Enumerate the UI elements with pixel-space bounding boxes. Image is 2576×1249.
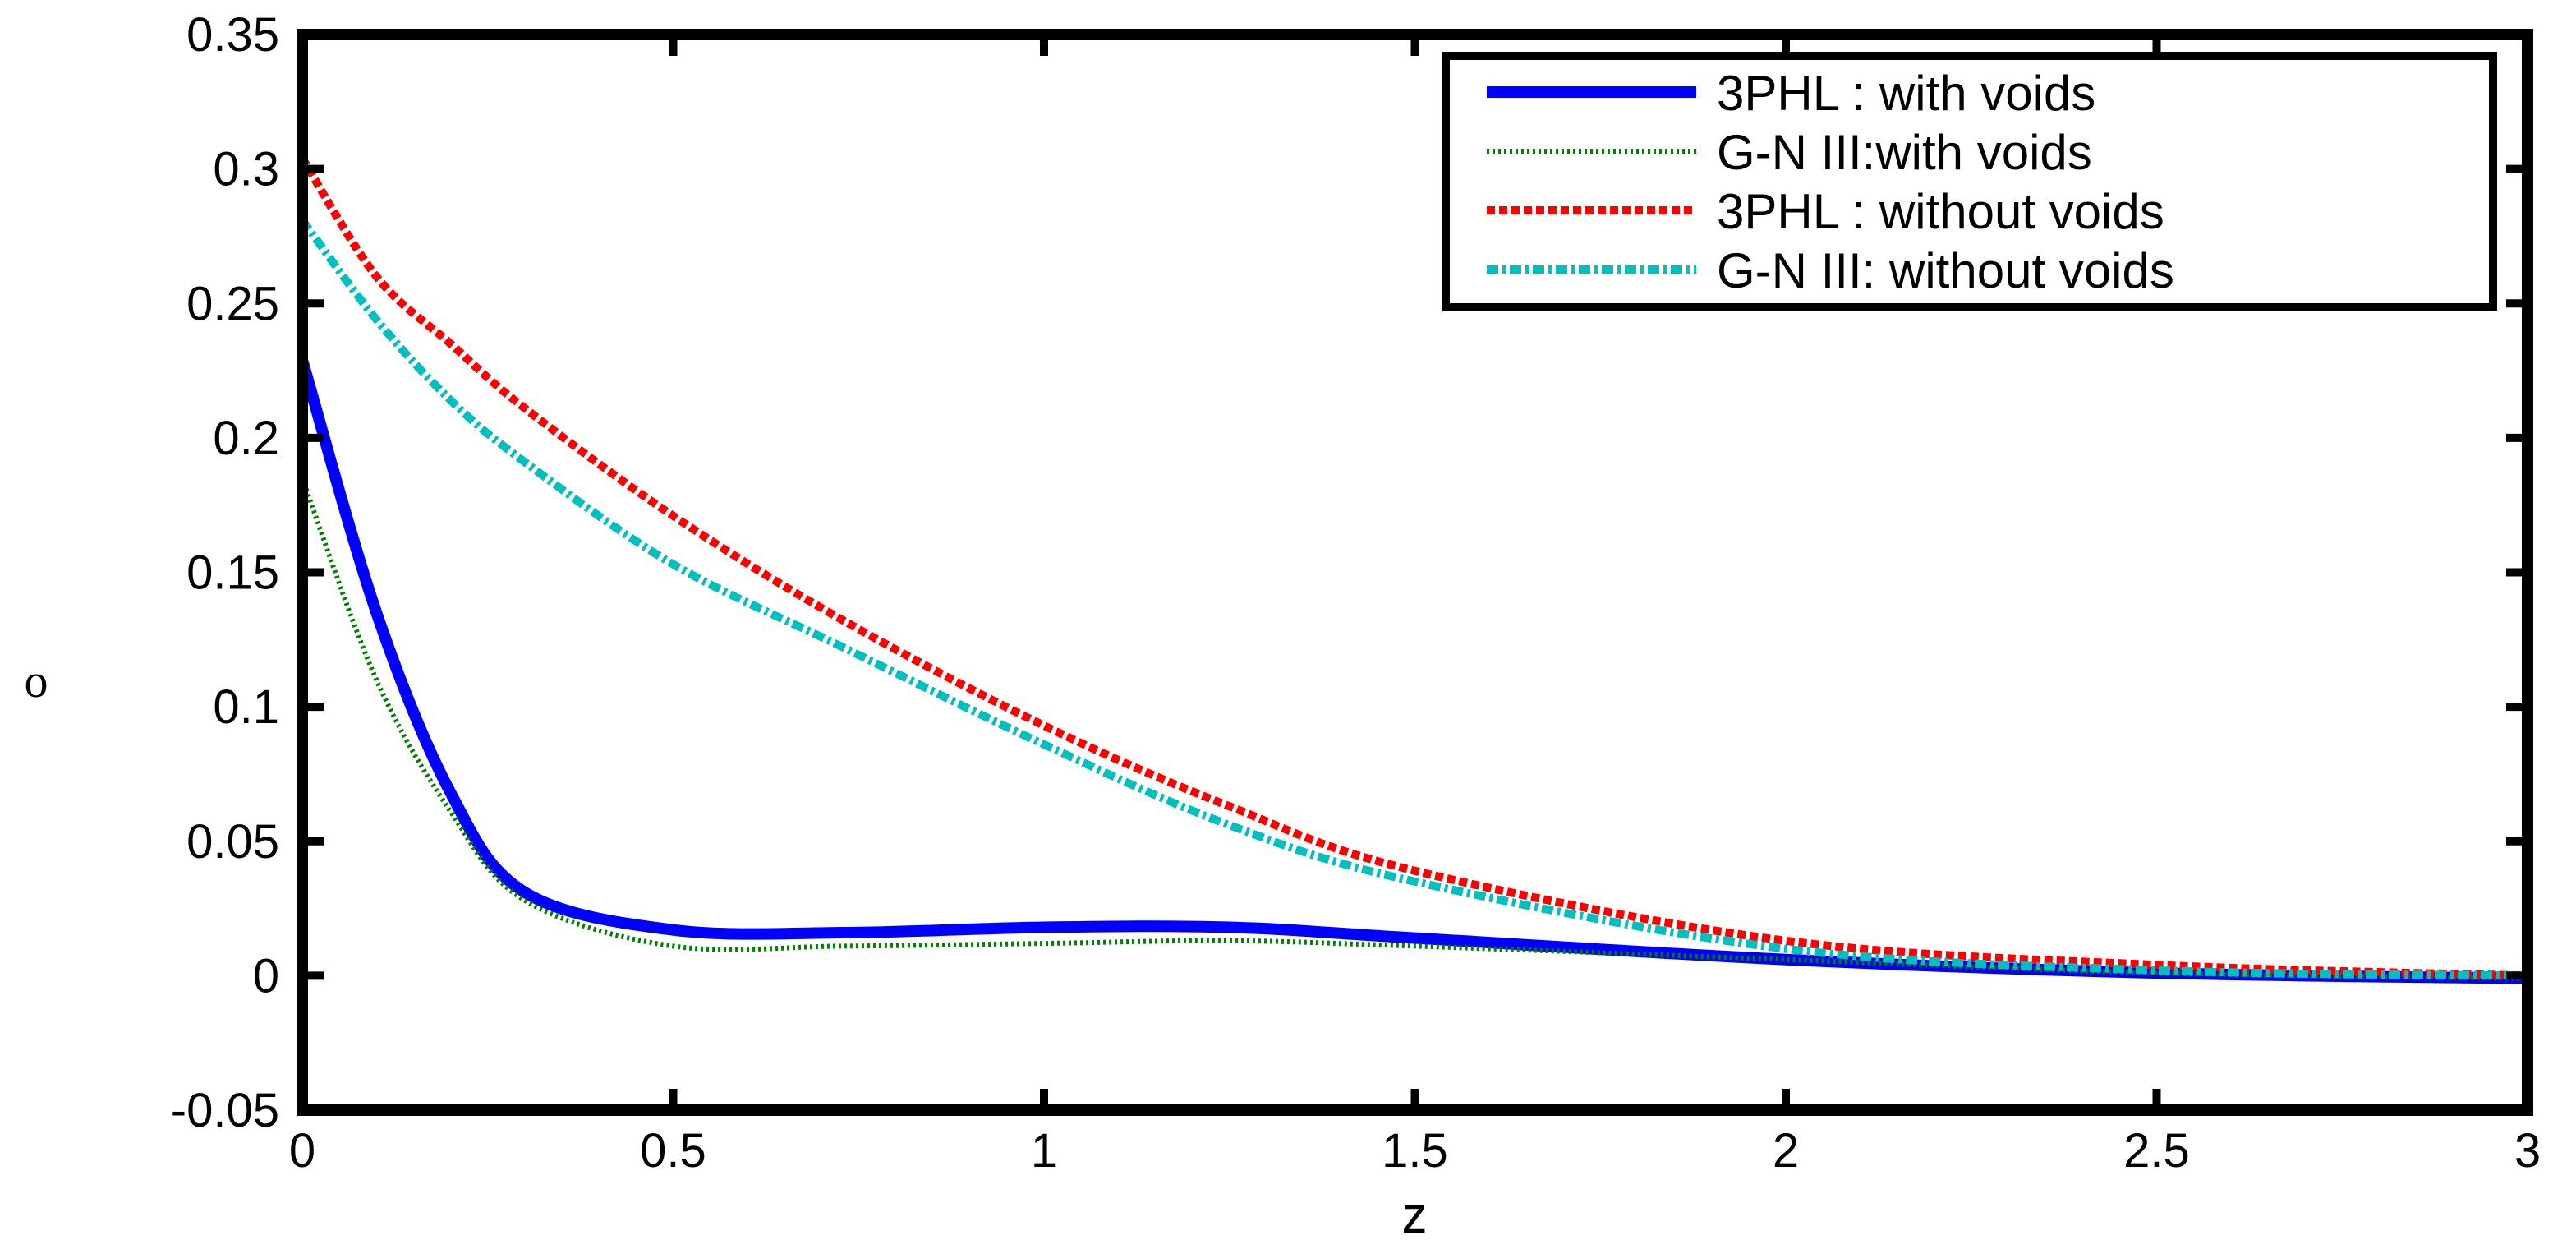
x-tick-label: 1	[1031, 1124, 1057, 1178]
x-tick-label: 2	[1773, 1124, 1799, 1178]
x-tick-label: 0	[289, 1124, 315, 1178]
y-tick-label: 0.25	[186, 277, 279, 330]
legend-item: 3PHL : without voids	[1487, 184, 2164, 239]
x-tick-label: 3	[2514, 1124, 2541, 1178]
series-line-2	[298, 155, 2528, 980]
legend-label: G-N III:with voids	[1717, 125, 2092, 180]
legend-label: 3PHL : with voids	[1717, 66, 2095, 121]
y-tick-labels: -0.05 0 0.05 0.1 0.15 0.2 0.25 0.3 0.35	[171, 8, 279, 1137]
legend-label: G-N III: without voids	[1717, 243, 2174, 298]
legend-label: 3PHL : without voids	[1717, 184, 2164, 239]
x-tick-label: 1.5	[1382, 1124, 1448, 1178]
y-tick-label: 0	[253, 949, 279, 1002]
y-tick-label: 0.1	[213, 680, 279, 734]
y-tick-label: 0.3	[213, 143, 279, 196]
y-tick-label: 0.15	[186, 546, 279, 600]
y-tick-label: 0.05	[186, 815, 279, 869]
legend-item: G-N III:with voids	[1487, 125, 2092, 180]
y-axis-label: o	[25, 654, 48, 707]
x-tick-labels: 0 0.5 1 1.5 2 2.5 3	[289, 1124, 2541, 1178]
y-tick-label: -0.05	[171, 1084, 279, 1137]
y-tick-label: 0.2	[213, 412, 279, 465]
legend-item: 3PHL : with voids	[1487, 66, 2095, 121]
x-axis-label: z	[1402, 1187, 1428, 1244]
x-tick-label: 2.5	[2123, 1124, 2190, 1178]
legend-item: G-N III: without voids	[1487, 243, 2174, 298]
series-line-3	[298, 217, 2528, 980]
x-tick-label: 0.5	[640, 1124, 706, 1178]
y-tick-label: 0.35	[186, 8, 279, 62]
axes-frame	[297, 29, 2533, 1116]
data-series	[297, 155, 2528, 984]
